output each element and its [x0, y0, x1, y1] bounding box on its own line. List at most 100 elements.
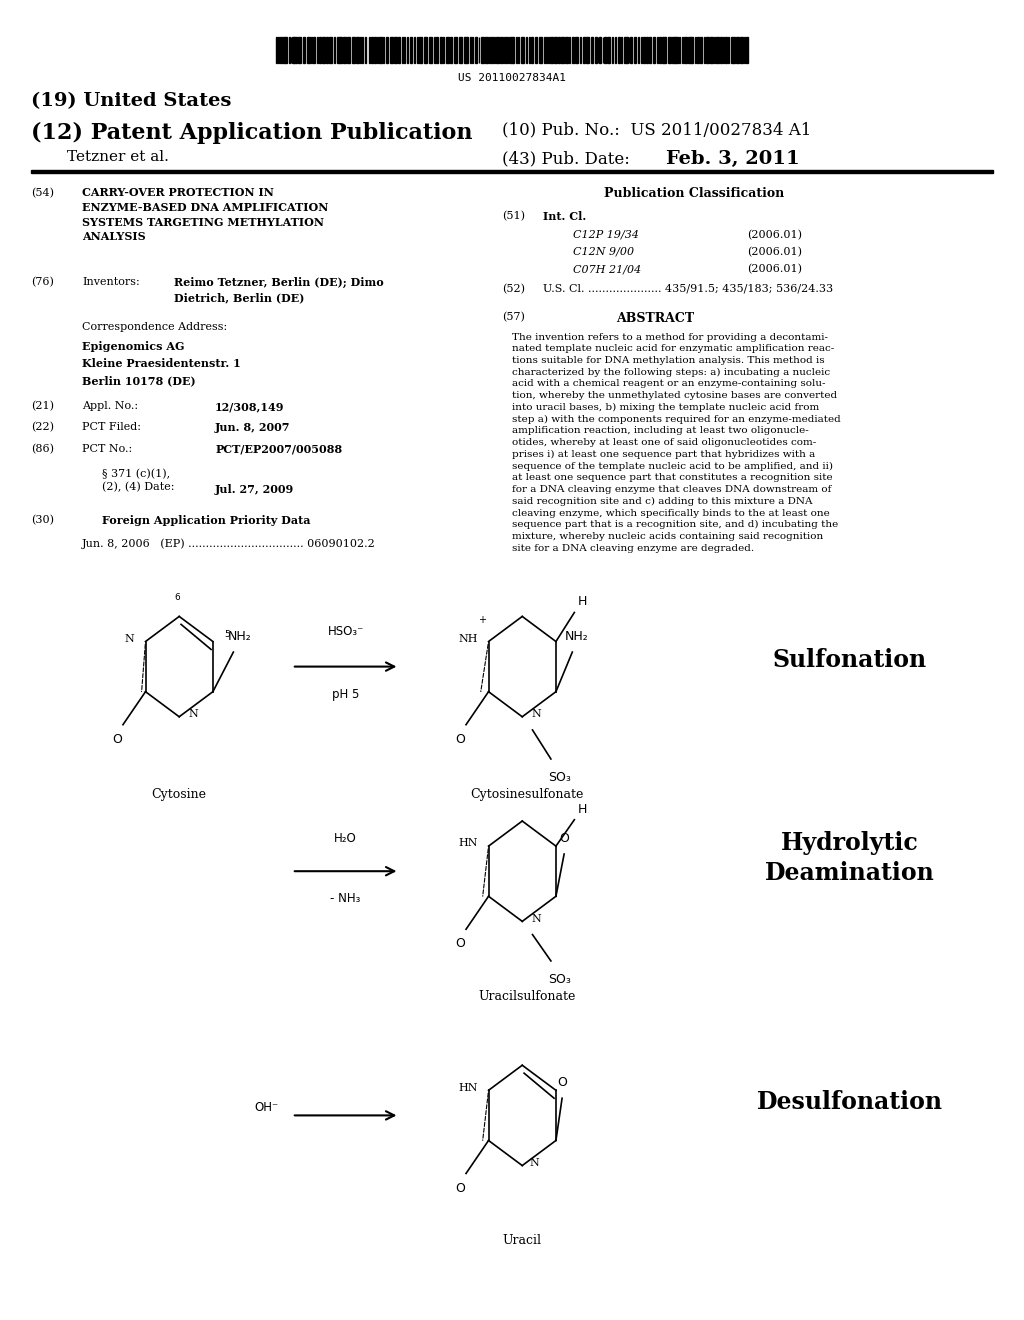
Text: 12/308,149: 12/308,149: [215, 401, 285, 412]
Text: (43) Pub. Date:: (43) Pub. Date:: [502, 150, 630, 168]
Bar: [294, 37, 297, 63]
Bar: [446, 37, 450, 63]
Text: Epigenomics AG: Epigenomics AG: [82, 341, 184, 351]
Text: N: N: [188, 709, 199, 719]
Bar: [365, 37, 367, 63]
Text: Jun. 8, 2006   (EP) ................................. 06090102.2: Jun. 8, 2006 (EP) ......................…: [82, 539, 376, 549]
Text: HN: HN: [459, 838, 478, 849]
Bar: [429, 37, 432, 63]
Bar: [638, 37, 639, 63]
Bar: [347, 37, 350, 63]
Bar: [536, 37, 537, 63]
Bar: [539, 37, 542, 63]
Bar: [731, 37, 734, 63]
Bar: [572, 37, 573, 63]
Text: (54): (54): [31, 187, 53, 198]
Bar: [604, 37, 605, 63]
Bar: [372, 37, 373, 63]
Bar: [398, 37, 399, 63]
Bar: [403, 37, 406, 63]
Text: Feb. 3, 2011: Feb. 3, 2011: [666, 150, 800, 169]
Bar: [496, 37, 499, 63]
Text: H: H: [578, 595, 587, 609]
Bar: [574, 37, 578, 63]
Text: 5: 5: [224, 631, 230, 639]
Text: Jul. 27, 2009: Jul. 27, 2009: [215, 484, 294, 495]
Text: H₂O: H₂O: [334, 832, 357, 845]
Bar: [684, 37, 687, 63]
Bar: [720, 37, 722, 63]
Bar: [459, 37, 462, 63]
Text: N: N: [124, 634, 134, 644]
Bar: [529, 37, 530, 63]
Text: O: O: [112, 733, 122, 746]
Bar: [506, 37, 507, 63]
Bar: [443, 37, 444, 63]
Bar: [436, 37, 437, 63]
Text: (57): (57): [502, 312, 524, 322]
Bar: [337, 37, 340, 63]
Text: CARRY-OVER PROTECTION IN
ENZYME-BASED DNA AMPLIFICATION
SYSTEMS TARGETING METHYL: CARRY-OVER PROTECTION IN ENZYME-BASED DN…: [82, 187, 329, 243]
Bar: [548, 37, 549, 63]
Text: US 20110027834A1: US 20110027834A1: [458, 73, 566, 83]
Bar: [599, 37, 601, 63]
Text: pH 5: pH 5: [332, 688, 359, 701]
Text: OH⁻: OH⁻: [254, 1101, 279, 1114]
Bar: [645, 37, 647, 63]
Text: (2006.01): (2006.01): [748, 264, 803, 275]
Text: SO₃: SO₃: [548, 771, 570, 784]
Text: Appl. No.:: Appl. No.:: [82, 401, 138, 412]
Bar: [340, 37, 342, 63]
Bar: [728, 37, 729, 63]
Bar: [707, 37, 709, 63]
Bar: [326, 37, 328, 63]
Text: +: +: [478, 615, 486, 626]
Bar: [675, 37, 678, 63]
Text: PCT/EP2007/005088: PCT/EP2007/005088: [215, 444, 342, 454]
Text: (12) Patent Application Publication: (12) Patent Application Publication: [31, 121, 472, 144]
Bar: [674, 37, 675, 63]
Bar: [703, 37, 705, 63]
Text: SO₃: SO₃: [548, 973, 570, 986]
Bar: [656, 37, 658, 63]
Text: C12P 19/34: C12P 19/34: [573, 230, 639, 240]
Bar: [485, 37, 488, 63]
Bar: [31, 170, 993, 173]
Text: NH₂: NH₂: [227, 630, 252, 643]
Text: (19) United States: (19) United States: [31, 92, 231, 111]
Bar: [501, 37, 503, 63]
Bar: [697, 37, 699, 63]
Bar: [615, 37, 616, 63]
Bar: [407, 37, 408, 63]
Text: Publication Classification: Publication Classification: [604, 187, 784, 201]
Bar: [324, 37, 326, 63]
Text: PCT Filed:: PCT Filed:: [82, 422, 141, 433]
Text: Kleine Praesidentenstr. 1: Kleine Praesidentenstr. 1: [82, 358, 241, 368]
Bar: [369, 37, 371, 63]
Text: Tetzner et al.: Tetzner et al.: [67, 150, 168, 165]
Bar: [668, 37, 671, 63]
Text: (2006.01): (2006.01): [748, 230, 803, 240]
Text: Reimo Tetzner, Berlin (DE); Dimo
Dietrich, Berlin (DE): Reimo Tetzner, Berlin (DE); Dimo Dietric…: [174, 277, 384, 302]
Text: (30): (30): [31, 515, 53, 525]
Text: N: N: [529, 1158, 540, 1168]
Bar: [424, 37, 427, 63]
Bar: [281, 37, 282, 63]
Text: § 371 (c)(1),
(2), (4) Date:: § 371 (c)(1), (2), (4) Date:: [102, 469, 175, 492]
Text: Jun. 8, 2007: Jun. 8, 2007: [215, 422, 291, 433]
Bar: [357, 37, 358, 63]
Text: The invention refers to a method for providing a decontami-
nated template nucle: The invention refers to a method for pro…: [512, 333, 841, 553]
Bar: [554, 37, 557, 63]
Bar: [531, 37, 534, 63]
Bar: [580, 37, 581, 63]
Text: O: O: [455, 937, 465, 950]
Text: N: N: [531, 913, 542, 924]
Bar: [278, 37, 280, 63]
Text: NH: NH: [459, 634, 478, 644]
Text: Hydrolytic
Deamination: Hydrolytic Deamination: [765, 832, 935, 884]
Bar: [583, 37, 585, 63]
Bar: [624, 37, 627, 63]
Text: C12N 9/00: C12N 9/00: [573, 247, 635, 257]
Bar: [383, 37, 384, 63]
Text: (2006.01): (2006.01): [748, 247, 803, 257]
